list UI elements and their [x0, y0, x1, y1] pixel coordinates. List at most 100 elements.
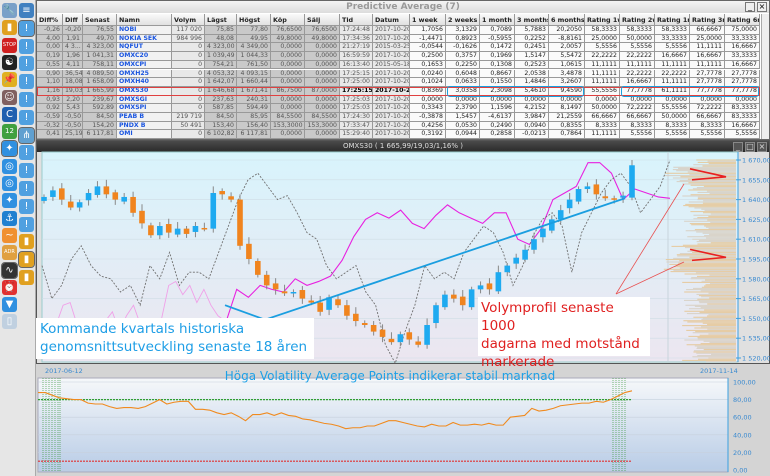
- instrument-link[interactable]: NOKIA SEK: [117, 34, 172, 44]
- chart-alert-icon[interactable]: !: [19, 181, 34, 196]
- folder-adr-icon[interactable]: ADR: [2, 245, 17, 261]
- table-cell: 6 102,82: [205, 130, 237, 140]
- instrument-link[interactable]: PNDX B: [117, 121, 172, 131]
- instrument-link[interactable]: OMXC20: [117, 52, 172, 61]
- y-tick-label: 1 520,00: [742, 355, 770, 363]
- instrument-link[interactable]: OMXCPI: [117, 60, 172, 70]
- table-cell: 0,2451: [515, 43, 549, 53]
- column-header[interactable]: Diff: [63, 14, 83, 26]
- alarm-clock-icon[interactable]: ⏰: [2, 279, 17, 295]
- magenta-forecast-line: [224, 162, 671, 326]
- table-cell: 55,5556: [655, 104, 690, 113]
- instrument-link[interactable]: OMXH25: [117, 69, 172, 79]
- chart-alert-icon[interactable]: !: [19, 38, 34, 54]
- globe-icon[interactable]: ◎: [2, 158, 17, 174]
- instrument-link[interactable]: NOBI: [117, 26, 172, 35]
- column-header[interactable]: Lägst: [205, 14, 237, 26]
- table-cell: 4,11: [63, 60, 83, 70]
- candle-down: [255, 260, 261, 275]
- column-header[interactable]: Tid: [340, 14, 373, 26]
- stop-sign-icon[interactable]: STOP: [2, 37, 17, 53]
- chart-alert-icon[interactable]: !: [19, 163, 34, 179]
- column-header[interactable]: Rating 1m: [655, 14, 690, 26]
- table-cell: 984 996: [172, 34, 205, 44]
- c-logo-icon[interactable]: C: [2, 106, 17, 122]
- calendar-icon[interactable]: 12: [2, 124, 17, 140]
- table-cell: 1,5147: [515, 52, 549, 61]
- line-chart-icon[interactable]: ~: [2, 227, 17, 243]
- bar-chart-icon[interactable]: ▮: [19, 234, 34, 250]
- table-cell: 0,93: [37, 95, 63, 105]
- table-cell: 2017-10-20: [373, 95, 410, 105]
- compass-icon[interactable]: ✦: [2, 193, 17, 209]
- table-cell: 0,1308: [480, 60, 515, 70]
- instrument-link[interactable]: OMXSPI: [117, 104, 172, 113]
- table-cell: 0,1969: [480, 52, 515, 61]
- candle-up: [397, 334, 404, 343]
- candle-down: [112, 192, 119, 200]
- column-header[interactable]: 6 months: [549, 14, 585, 26]
- scroll-icon[interactable]: ≡: [19, 3, 34, 18]
- bar-chart-icon[interactable]: ▮: [18, 251, 35, 269]
- minimize-button[interactable]: _: [745, 2, 755, 12]
- instrument-link[interactable]: NQFUT: [117, 43, 172, 53]
- chart-alert-icon[interactable]: !: [19, 74, 34, 90]
- chart-alert-icon[interactable]: !: [19, 216, 34, 232]
- filter-icon[interactable]: ▼: [2, 297, 17, 313]
- column-header[interactable]: 1 week: [410, 14, 446, 26]
- bar-chart-icon[interactable]: ▮: [2, 20, 17, 36]
- candle-down: [272, 283, 279, 290]
- column-header[interactable]: Diff%: [37, 14, 63, 26]
- instrument-link[interactable]: OMXSGI: [117, 95, 172, 105]
- close-button[interactable]: ×: [757, 142, 767, 152]
- column-header[interactable]: Namn: [117, 14, 172, 26]
- column-header[interactable]: 3 months: [515, 14, 549, 26]
- wrench-icon[interactable]: 🔧: [2, 3, 17, 18]
- table-cell: 153,40: [205, 121, 237, 131]
- chart-alert-icon[interactable]: !: [19, 92, 34, 107]
- pushpin-icon[interactable]: 📌: [2, 72, 17, 88]
- instrument-link[interactable]: OMXS30: [117, 86, 172, 96]
- table-cell: 0,0000: [446, 95, 480, 105]
- maximize-button[interactable]: □: [745, 142, 755, 152]
- table-cell: 0,0000: [305, 78, 340, 87]
- instrument-link[interactable]: OMI: [117, 130, 172, 140]
- y-tick-label: 0,00: [733, 467, 747, 475]
- column-header[interactable]: Volym: [172, 14, 205, 26]
- instrument-link[interactable]: OMXH40: [117, 78, 172, 87]
- yin-yang-icon[interactable]: ☯: [2, 54, 17, 70]
- chart-alert-icon[interactable]: !: [19, 198, 34, 214]
- table-cell: 0,8355: [549, 121, 585, 131]
- column-header[interactable]: Datum: [373, 14, 410, 26]
- column-header[interactable]: Rating 6m: [725, 14, 760, 26]
- person-photo-icon[interactable]: ☺: [2, 89, 17, 105]
- chart-alert-icon[interactable]: !: [19, 145, 34, 161]
- anchor-icon[interactable]: ⚓: [2, 210, 17, 226]
- instrument-link[interactable]: PEAB B: [117, 113, 172, 122]
- table-cell: 1,96: [63, 52, 83, 61]
- compass-icon[interactable]: ✦: [1, 140, 18, 158]
- chart-alert-icon[interactable]: !: [18, 19, 35, 37]
- candle-up: [210, 193, 217, 229]
- column-header[interactable]: Senast: [83, 14, 117, 26]
- network-icon[interactable]: ⋔: [18, 126, 35, 144]
- column-header[interactable]: Sälj: [305, 14, 340, 26]
- globe-icon[interactable]: ◎: [2, 176, 17, 191]
- bar-chart-icon[interactable]: ▮: [19, 270, 34, 285]
- column-header[interactable]: 2 weeks: [446, 14, 480, 26]
- column-header[interactable]: Rating 1w: [585, 14, 620, 26]
- table-cell: 21:27:19: [340, 43, 373, 53]
- column-header[interactable]: 1 month: [480, 14, 515, 26]
- vertical-scrollbar[interactable]: [761, 14, 769, 139]
- column-header[interactable]: Rating 2w: [620, 14, 655, 26]
- chart-alert-icon[interactable]: !: [19, 109, 34, 125]
- chart-alert-icon[interactable]: !: [19, 56, 34, 72]
- waveform-icon[interactable]: ∿: [1, 261, 18, 279]
- column-header[interactable]: Rating 3m: [690, 14, 725, 26]
- document-icon[interactable]: ▯: [2, 314, 17, 330]
- table-cell: 0,8923: [446, 34, 480, 44]
- column-header[interactable]: Köp: [271, 14, 305, 26]
- column-header[interactable]: Högst: [237, 14, 271, 26]
- close-button[interactable]: ×: [757, 2, 767, 12]
